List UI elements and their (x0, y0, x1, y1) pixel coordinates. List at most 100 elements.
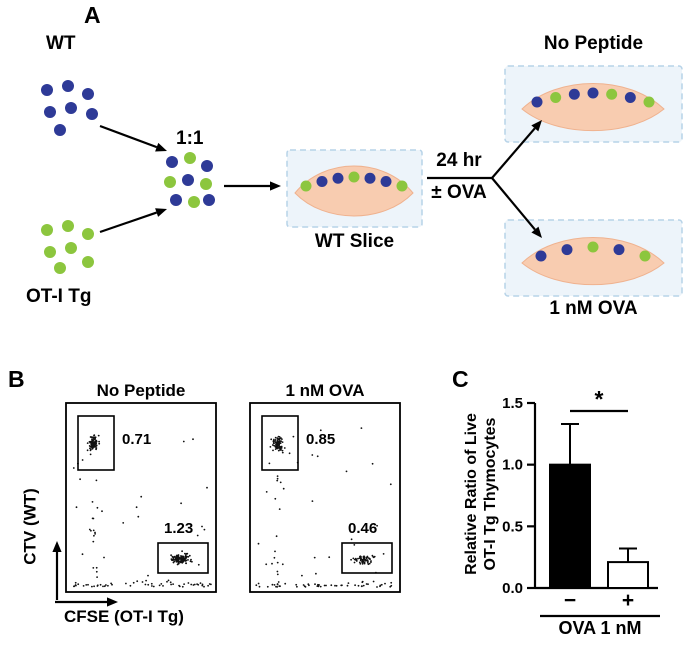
flow-event-dot (185, 556, 188, 558)
flow-event-dot (317, 585, 320, 588)
flow-event-dot (269, 446, 272, 448)
flow-event-dot (185, 552, 188, 555)
flow-event-dot (274, 550, 276, 553)
flow-event-dot (376, 524, 378, 527)
flow-event-dot (182, 560, 185, 563)
flow-event-dot (335, 584, 338, 587)
flow-event-dot (372, 580, 375, 583)
flow-event-dot (177, 559, 180, 562)
flow-event-dot (323, 584, 326, 587)
flow-event-dot (177, 557, 180, 560)
flow-event-dot (273, 438, 275, 441)
flow-event-dot (110, 582, 112, 585)
flow-event-dot (355, 560, 358, 562)
flow-event-dot (288, 452, 291, 455)
flow-event-dot (91, 585, 93, 588)
flow-event-dot (382, 553, 385, 555)
flow-event-dot (271, 444, 274, 446)
flow-event-dot (371, 554, 374, 557)
flow-event-dot (192, 584, 195, 586)
plot2-bottom-gate-value: 0.46 (348, 520, 378, 537)
flow-event-dot (370, 561, 372, 563)
flow-event-dot (93, 534, 95, 537)
flow-event-dot (379, 584, 382, 587)
flow-event-dot (279, 481, 282, 484)
flow-event-dot (187, 559, 189, 561)
panel-a-label: A (84, 2, 101, 28)
plot1-bottom-gate-value: 1.23 (164, 520, 194, 537)
flow-event-dot (366, 561, 369, 564)
flow-event-dot (89, 453, 92, 456)
flow-event-dot (362, 584, 365, 587)
flow-event-dot (189, 560, 192, 563)
flow-event-dot (145, 579, 148, 582)
plot1-top-gate-value: 0.71 (122, 431, 152, 448)
flow-event-dot (319, 585, 322, 588)
flow-event-dot (279, 448, 281, 451)
flow-event-dot (75, 584, 77, 587)
oti-cell-dot (550, 92, 562, 103)
flow-top-gate (77, 415, 115, 471)
flow-bottom-gate (341, 542, 393, 574)
flow-event-dot (150, 582, 153, 585)
flow-event-dot (319, 429, 322, 432)
flow-event-dot (125, 582, 127, 585)
flow-event-dot (81, 553, 84, 556)
oti-tg-label: OT-I Tg (26, 286, 92, 307)
flow-event-dot (255, 584, 258, 587)
flow-event-dot (276, 570, 279, 573)
flow-event-dot (376, 586, 378, 588)
flow-event-dot (358, 561, 361, 564)
ova-treatment-label: ± OVA (431, 182, 487, 203)
wt-cell-dot (561, 244, 573, 256)
flow-event-dot (98, 442, 101, 445)
flow-event-dot (199, 582, 202, 584)
flow-event-dot (203, 585, 205, 588)
flow-bottom-gate (157, 542, 209, 574)
flow-event-dot (359, 562, 362, 565)
wt-label: WT (46, 33, 76, 54)
flow-event-dot (278, 436, 281, 438)
flow-event-dot (282, 487, 285, 490)
oti-cell-dot (164, 176, 176, 188)
flow-event-dot (272, 449, 274, 452)
flow-event-dot (390, 581, 393, 584)
plot2-top-gate-value: 0.85 (306, 431, 336, 448)
flow-event-dot (92, 540, 95, 543)
to-slice-arrow-head (270, 181, 281, 191)
wt-cell-dot (44, 106, 56, 118)
flow-event-dot (98, 440, 100, 443)
flow-top-gate (261, 415, 299, 471)
panel-c-label: C (452, 366, 469, 392)
y-tick-label: 1.5 (502, 395, 523, 412)
flow-event-dot (314, 583, 316, 586)
flow-event-dot (75, 506, 78, 509)
flow-event-dot (315, 572, 317, 575)
flow-event-dot (73, 585, 76, 588)
y-tick-label: 0.5 (502, 518, 523, 535)
flow-event-dot (90, 529, 92, 532)
flow-event-dot (389, 483, 392, 486)
flow-event-dot (182, 440, 185, 443)
wt-cell-dot (65, 102, 77, 114)
wt-cell-dot (332, 172, 344, 184)
flow-event-dot (86, 442, 89, 444)
flow-event-dot (94, 446, 96, 448)
flow-event-dot (182, 555, 184, 558)
flow-event-dot (278, 585, 281, 587)
flow-event-dot (380, 583, 383, 586)
flow-event-dot (105, 584, 107, 586)
flow-event-dot (274, 448, 277, 450)
wt-cell-dot (86, 108, 98, 120)
flow-event-dot (277, 438, 279, 441)
flow-event-dot (257, 582, 260, 585)
flow-event-dot (94, 436, 97, 439)
flow-event-dot (359, 558, 362, 561)
oti-cell-dot (65, 242, 77, 254)
flow-event-dot (279, 437, 281, 440)
flow-event-dot (141, 581, 144, 583)
oti-cell-dot (606, 88, 618, 100)
flow-event-dot (281, 563, 284, 566)
flow-event-dot (353, 544, 356, 546)
wt-cell-dot (170, 194, 182, 206)
